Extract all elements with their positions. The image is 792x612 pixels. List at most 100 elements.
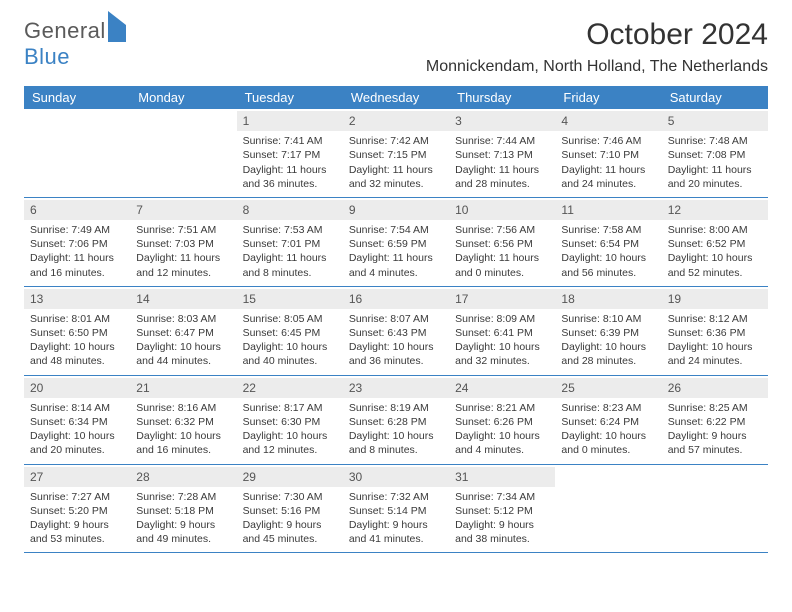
- daylight-text: Daylight: 10 hours and 52 minutes.: [668, 251, 762, 279]
- calendar-day-cell: 29Sunrise: 7:30 AMSunset: 5:16 PMDayligh…: [237, 465, 343, 553]
- logo-part1: General: [24, 18, 106, 43]
- calendar-day-cell: 24Sunrise: 8:21 AMSunset: 6:26 PMDayligh…: [449, 376, 555, 464]
- sunset-text: Sunset: 7:10 PM: [561, 148, 655, 162]
- daylight-text: Daylight: 11 hours and 28 minutes.: [455, 163, 549, 191]
- daylight-text: Daylight: 10 hours and 4 minutes.: [455, 429, 549, 457]
- sunset-text: Sunset: 5:14 PM: [349, 504, 443, 518]
- sunrise-text: Sunrise: 7:46 AM: [561, 134, 655, 148]
- sunrise-text: Sunrise: 8:09 AM: [455, 312, 549, 326]
- calendar-week-row: 27Sunrise: 7:27 AMSunset: 5:20 PMDayligh…: [24, 465, 768, 554]
- sunrise-text: Sunrise: 7:28 AM: [136, 490, 230, 504]
- day-header: Monday: [130, 86, 236, 109]
- day-header: Wednesday: [343, 86, 449, 109]
- daylight-text: Daylight: 10 hours and 16 minutes.: [136, 429, 230, 457]
- calendar-day-cell: 15Sunrise: 8:05 AMSunset: 6:45 PMDayligh…: [237, 287, 343, 375]
- sunrise-text: Sunrise: 7:34 AM: [455, 490, 549, 504]
- day-number: 5: [662, 111, 768, 131]
- calendar-day-cell: 27Sunrise: 7:27 AMSunset: 5:20 PMDayligh…: [24, 465, 130, 553]
- logo-triangle-icon: [108, 11, 126, 42]
- day-header: Friday: [555, 86, 661, 109]
- calendar-day-cell: 23Sunrise: 8:19 AMSunset: 6:28 PMDayligh…: [343, 376, 449, 464]
- daylight-text: Daylight: 11 hours and 0 minutes.: [455, 251, 549, 279]
- daylight-text: Daylight: 11 hours and 4 minutes.: [349, 251, 443, 279]
- daylight-text: Daylight: 10 hours and 12 minutes.: [243, 429, 337, 457]
- day-number: 25: [555, 378, 661, 398]
- calendar-day-cell: 28Sunrise: 7:28 AMSunset: 5:18 PMDayligh…: [130, 465, 236, 553]
- day-number: 2: [343, 111, 449, 131]
- sunrise-text: Sunrise: 8:12 AM: [668, 312, 762, 326]
- calendar-day-cell: 2Sunrise: 7:42 AMSunset: 7:15 PMDaylight…: [343, 109, 449, 197]
- calendar-day-cell: 12Sunrise: 8:00 AMSunset: 6:52 PMDayligh…: [662, 198, 768, 286]
- day-number: 9: [343, 200, 449, 220]
- sunset-text: Sunset: 6:54 PM: [561, 237, 655, 251]
- daylight-text: Daylight: 11 hours and 36 minutes.: [243, 163, 337, 191]
- sunset-text: Sunset: 6:47 PM: [136, 326, 230, 340]
- day-number: 26: [662, 378, 768, 398]
- day-number: 10: [449, 200, 555, 220]
- page-title: October 2024: [426, 18, 768, 52]
- calendar-day-cell: 19Sunrise: 8:12 AMSunset: 6:36 PMDayligh…: [662, 287, 768, 375]
- sunrise-text: Sunrise: 7:51 AM: [136, 223, 230, 237]
- day-number: 12: [662, 200, 768, 220]
- calendar-day-cell: 30Sunrise: 7:32 AMSunset: 5:14 PMDayligh…: [343, 465, 449, 553]
- day-header: Tuesday: [237, 86, 343, 109]
- sunrise-text: Sunrise: 7:32 AM: [349, 490, 443, 504]
- sunrise-text: Sunrise: 7:49 AM: [30, 223, 124, 237]
- day-number: 24: [449, 378, 555, 398]
- day-number: 7: [130, 200, 236, 220]
- calendar-day-cell: [130, 109, 236, 197]
- day-number: 27: [24, 467, 130, 487]
- sunrise-text: Sunrise: 8:07 AM: [349, 312, 443, 326]
- sunset-text: Sunset: 7:08 PM: [668, 148, 762, 162]
- daylight-text: Daylight: 9 hours and 53 minutes.: [30, 518, 124, 546]
- daylight-text: Daylight: 11 hours and 24 minutes.: [561, 163, 655, 191]
- sunrise-text: Sunrise: 8:17 AM: [243, 401, 337, 415]
- logo-text-general: General Blue: [24, 18, 126, 70]
- calendar-day-cell: 7Sunrise: 7:51 AMSunset: 7:03 PMDaylight…: [130, 198, 236, 286]
- calendar-day-cell: 16Sunrise: 8:07 AMSunset: 6:43 PMDayligh…: [343, 287, 449, 375]
- day-number: 30: [343, 467, 449, 487]
- calendar: Sunday Monday Tuesday Wednesday Thursday…: [24, 86, 768, 553]
- calendar-day-cell: 14Sunrise: 8:03 AMSunset: 6:47 PMDayligh…: [130, 287, 236, 375]
- calendar-day-cell: 22Sunrise: 8:17 AMSunset: 6:30 PMDayligh…: [237, 376, 343, 464]
- sunrise-text: Sunrise: 7:54 AM: [349, 223, 443, 237]
- calendar-day-cell: 5Sunrise: 7:48 AMSunset: 7:08 PMDaylight…: [662, 109, 768, 197]
- daylight-text: Daylight: 10 hours and 8 minutes.: [349, 429, 443, 457]
- calendar-header-row: Sunday Monday Tuesday Wednesday Thursday…: [24, 86, 768, 109]
- sunset-text: Sunset: 5:20 PM: [30, 504, 124, 518]
- day-number: 16: [343, 289, 449, 309]
- sunrise-text: Sunrise: 7:30 AM: [243, 490, 337, 504]
- sunset-text: Sunset: 6:28 PM: [349, 415, 443, 429]
- day-number: 23: [343, 378, 449, 398]
- sunrise-text: Sunrise: 8:14 AM: [30, 401, 124, 415]
- day-header: Saturday: [662, 86, 768, 109]
- calendar-day-cell: 13Sunrise: 8:01 AMSunset: 6:50 PMDayligh…: [24, 287, 130, 375]
- sunset-text: Sunset: 5:16 PM: [243, 504, 337, 518]
- day-number: 31: [449, 467, 555, 487]
- day-header: Sunday: [24, 86, 130, 109]
- calendar-day-cell: 20Sunrise: 8:14 AMSunset: 6:34 PMDayligh…: [24, 376, 130, 464]
- day-number: 3: [449, 111, 555, 131]
- daylight-text: Daylight: 10 hours and 20 minutes.: [30, 429, 124, 457]
- sunrise-text: Sunrise: 7:44 AM: [455, 134, 549, 148]
- sunset-text: Sunset: 6:22 PM: [668, 415, 762, 429]
- day-number: 18: [555, 289, 661, 309]
- sunset-text: Sunset: 7:06 PM: [30, 237, 124, 251]
- sunset-text: Sunset: 7:15 PM: [349, 148, 443, 162]
- calendar-day-cell: 9 Sunrise: 7:54 AMSunset: 6:59 PMDaylight…: [343, 198, 449, 286]
- calendar-day-cell: 1Sunrise: 7:41 AMSunset: 7:17 PMDaylight…: [237, 109, 343, 197]
- sunset-text: Sunset: 7:17 PM: [243, 148, 337, 162]
- calendar-day-cell: 11Sunrise: 7:58 AMSunset: 6:54 PMDayligh…: [555, 198, 661, 286]
- calendar-day-cell: 21Sunrise: 8:16 AMSunset: 6:32 PMDayligh…: [130, 376, 236, 464]
- daylight-text: Daylight: 9 hours and 57 minutes.: [668, 429, 762, 457]
- calendar-day-cell: 10Sunrise: 7:56 AMSunset: 6:56 PMDayligh…: [449, 198, 555, 286]
- calendar-day-cell: [24, 109, 130, 197]
- sunrise-text: Sunrise: 8:00 AM: [668, 223, 762, 237]
- sunset-text: Sunset: 6:59 PM: [349, 237, 443, 251]
- calendar-day-cell: [555, 465, 661, 553]
- header-row: General Blue October 2024 Monnickendam, …: [24, 18, 768, 76]
- calendar-day-cell: 25Sunrise: 8:23 AMSunset: 6:24 PMDayligh…: [555, 376, 661, 464]
- calendar-day-cell: 8Sunrise: 7:53 AMSunset: 7:01 PMDaylight…: [237, 198, 343, 286]
- daylight-text: Daylight: 10 hours and 24 minutes.: [668, 340, 762, 368]
- daylight-text: Daylight: 11 hours and 20 minutes.: [668, 163, 762, 191]
